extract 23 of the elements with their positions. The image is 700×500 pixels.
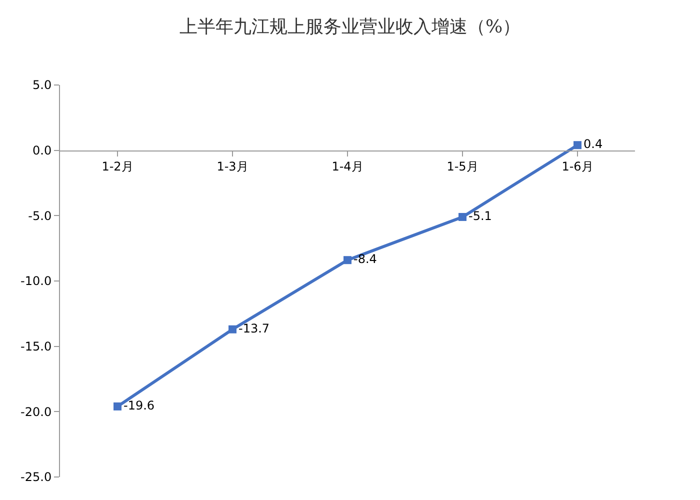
y-tick-label: -15.0 bbox=[20, 340, 52, 354]
x-tick-label: 1-5月 bbox=[446, 160, 478, 174]
point bbox=[228, 325, 236, 334]
y-tick-label: -10.0 bbox=[20, 274, 52, 288]
point bbox=[574, 141, 582, 150]
x-tick-label: 1-4月 bbox=[332, 160, 364, 174]
x-tick-label: 1-3月 bbox=[216, 160, 248, 174]
point bbox=[344, 256, 352, 264]
data-label: -13.7 bbox=[238, 321, 270, 336]
data-label: 0.4 bbox=[584, 137, 603, 152]
chart-title: 上半年九江规上服务业营业收入增速（%） bbox=[179, 16, 521, 38]
point bbox=[458, 212, 466, 221]
point bbox=[114, 402, 122, 410]
y-tick-label: -25.0 bbox=[20, 470, 52, 484]
data-label: -19.6 bbox=[124, 398, 155, 412]
data-label: -5.1 bbox=[468, 208, 492, 223]
y-tick-label: -20.0 bbox=[20, 404, 52, 419]
y-tick-label: -5.0 bbox=[28, 208, 52, 223]
y-tick-label: 0.0 bbox=[32, 144, 52, 158]
data-label: -8.4 bbox=[354, 252, 377, 266]
y-tick-label: 5.0 bbox=[32, 78, 52, 92]
x-tick-label: 1-6月 bbox=[562, 160, 594, 174]
x-tick-label: 1-2月 bbox=[102, 160, 134, 174]
